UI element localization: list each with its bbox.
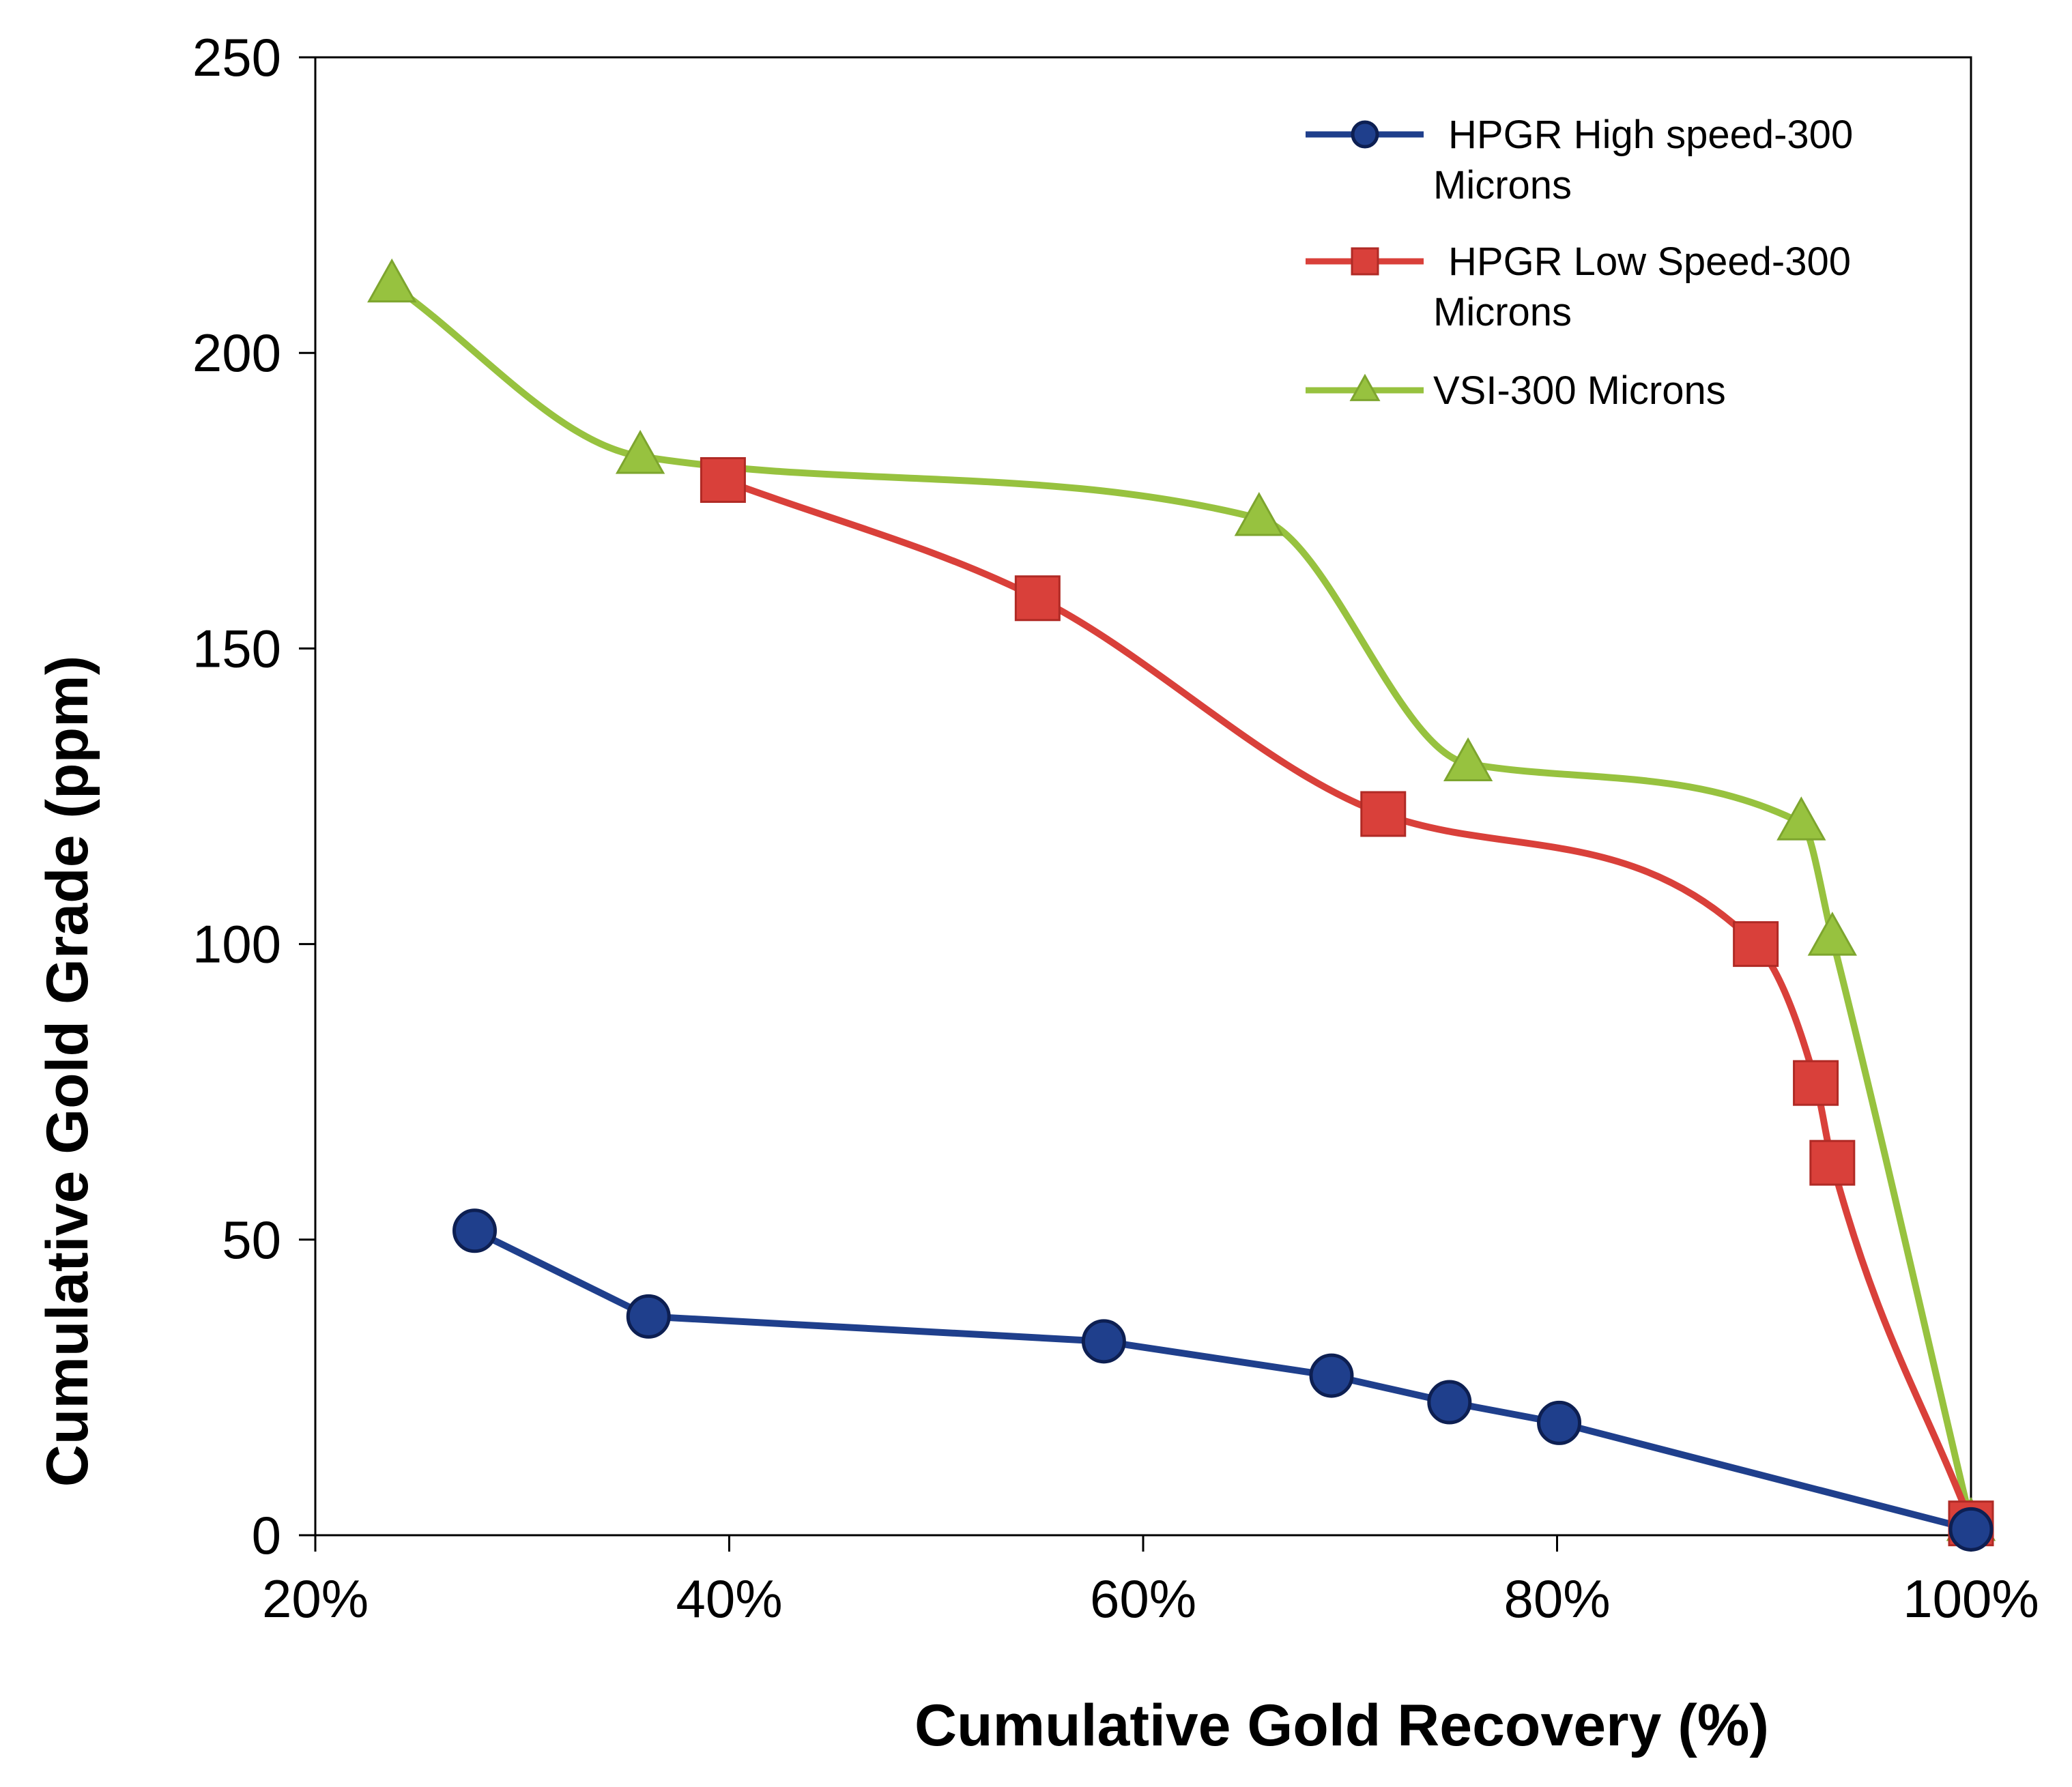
legend-swatch-marker: [1349, 373, 1381, 401]
legend-label: Microns: [1433, 290, 1572, 334]
legend-swatch-marker: [1351, 247, 1379, 276]
x-tick-label: 20%: [262, 1569, 369, 1629]
hpgr-low-speed-point: [1793, 1060, 1839, 1106]
hpgr-low-speed-point: [1360, 791, 1407, 837]
x-axis-title: Cumulative Gold Recovery (%): [915, 1693, 1769, 1758]
vsi-point: [1807, 912, 1857, 956]
hpgr-low-speed-point: [700, 456, 746, 503]
vsi-point: [1776, 796, 1826, 841]
hpgr-high-speed-point: [452, 1208, 498, 1253]
legend-label: Microns: [1433, 163, 1572, 207]
series-layer: [367, 258, 1996, 1552]
hpgr-high-speed-point: [1948, 1507, 1994, 1552]
legend: HPGR High speed-300 Microns HPGR Low Speed…: [1306, 113, 1853, 413]
hpgr-low-speed-point: [1809, 1139, 1856, 1186]
legend-label: VSI-300 Microns: [1433, 368, 1726, 413]
hpgr-high-speed-point: [1427, 1380, 1472, 1425]
y-tick-label: 100: [192, 914, 281, 974]
hpgr-high-speed-point: [626, 1294, 671, 1339]
y-tick-label: 50: [222, 1210, 281, 1270]
vsi-point: [615, 430, 665, 474]
hpgr-low-speed-point: [1014, 575, 1061, 622]
y-tick-label: 0: [252, 1505, 281, 1565]
x-tick-label: 40%: [676, 1569, 782, 1629]
hpgr-high-speed-point: [1081, 1319, 1126, 1364]
y-tick-label: 250: [192, 27, 281, 87]
hpgr-high-speed-point: [1309, 1353, 1354, 1398]
hpgr-high-speed-line: [471, 1227, 1974, 1533]
x-tick-label: 80%: [1503, 1569, 1610, 1629]
legend-label: HPGR High speed-300: [1448, 113, 1853, 157]
x-tick-label: 100%: [1903, 1569, 2039, 1629]
legend-label: HPGR Low Speed-300: [1448, 239, 1851, 284]
y-tick-label: 150: [192, 618, 281, 678]
ticks-layer: 20% 40% 60% 80% 100% 0 50 100 150 200 250: [192, 27, 2039, 1629]
y-tick-label: 200: [192, 323, 281, 383]
y-axis-title: Cumulative Gold Grade (ppm): [35, 656, 100, 1487]
legend-swatch-marker: [1351, 120, 1379, 149]
x-tick-label: 60%: [1090, 1569, 1196, 1629]
vsi-line: [388, 281, 1974, 1527]
hpgr-high-speed-point: [1537, 1400, 1582, 1445]
vsi-point: [1443, 737, 1493, 782]
vsi-point: [367, 258, 417, 303]
vsi-point: [1234, 492, 1284, 536]
hpgr-low-speed-point: [1733, 921, 1779, 968]
